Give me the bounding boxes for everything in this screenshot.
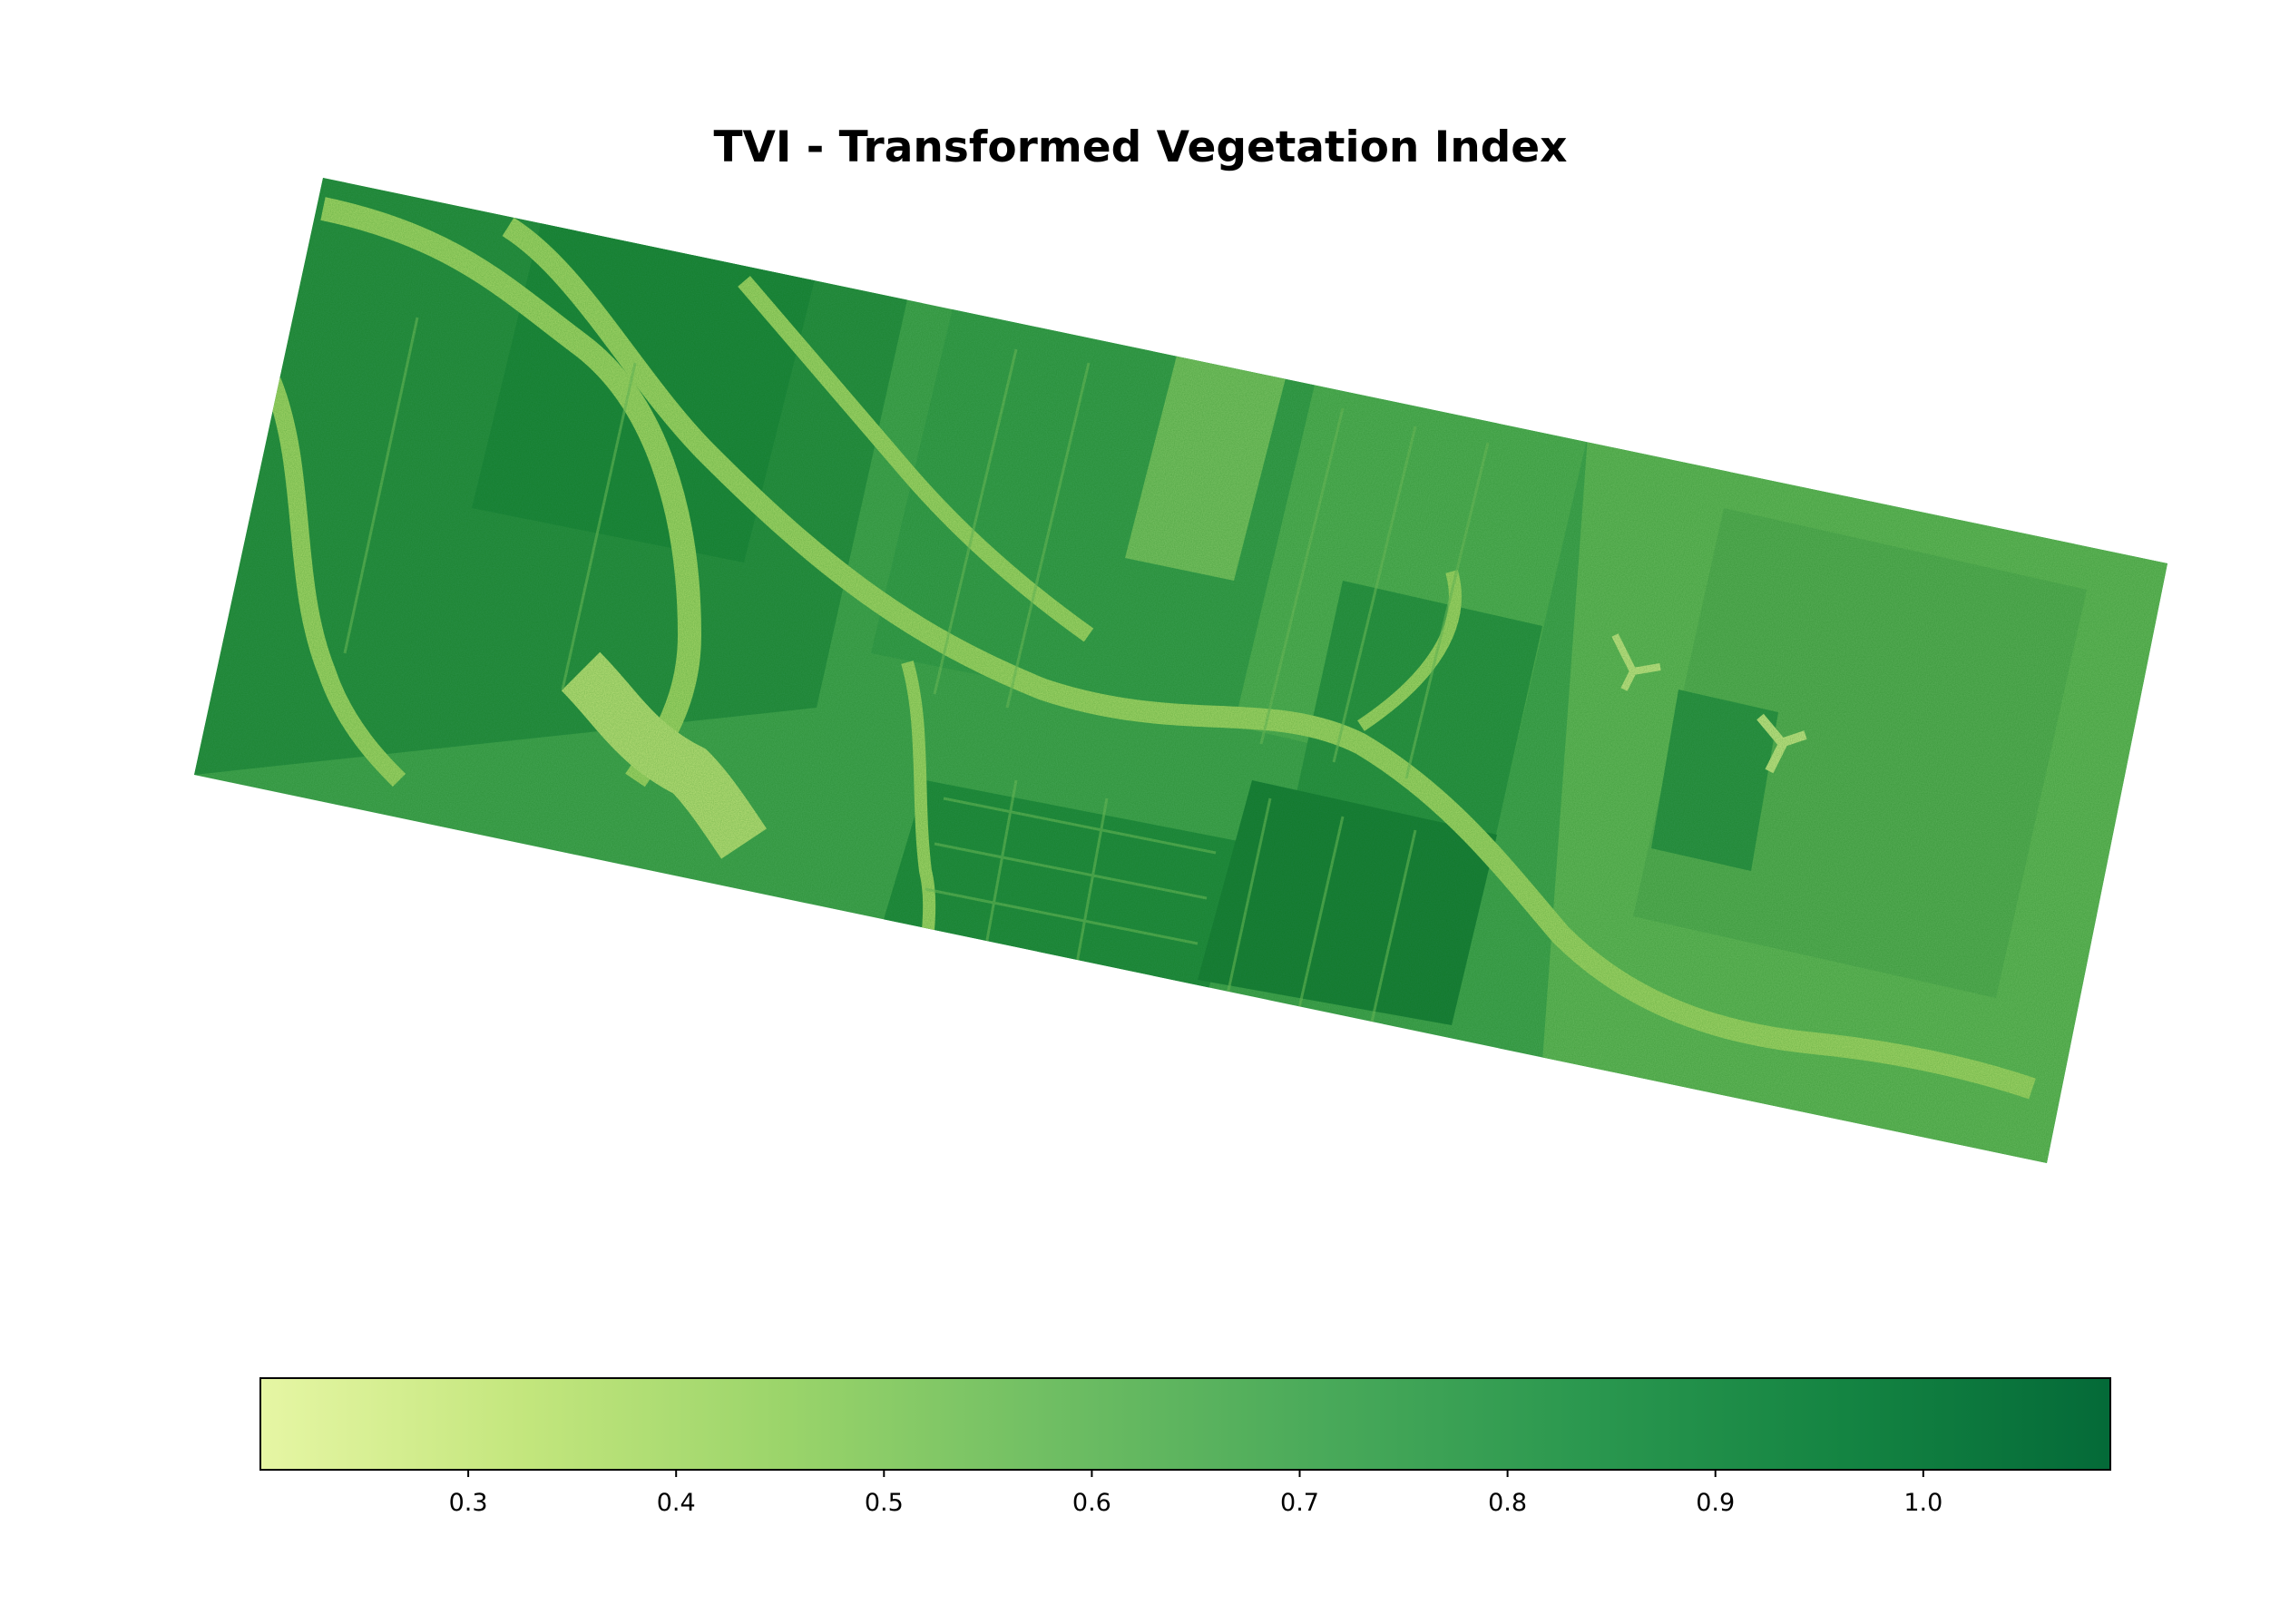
colorbar-tick-label: 0.4 — [657, 1489, 696, 1517]
colorbar-frame — [259, 1377, 2111, 1471]
tvi-raster-image — [194, 178, 2167, 1163]
colorbar-tick-label: 0.8 — [1488, 1489, 1527, 1517]
colorbar-tick-label: 0.9 — [1696, 1489, 1735, 1517]
chart-title: TVI - Transformed Vegetation Index — [713, 122, 1567, 172]
colorbar-ticks: 0.3 0.4 0.5 0.6 0.7 0.8 0.9 1.0 — [449, 1470, 1942, 1517]
colorbar-tick-label: 1.0 — [1903, 1489, 1942, 1517]
colorbar: 0.3 0.4 0.5 0.6 0.7 0.8 0.9 1.0 — [259, 1377, 2111, 1517]
colorbar-tick-label: 0.5 — [865, 1489, 904, 1517]
colorbar-tick-label: 0.6 — [1072, 1489, 1111, 1517]
colorbar-tick-label: 0.3 — [449, 1489, 488, 1517]
colorbar-gradient — [260, 1378, 2110, 1470]
colorbar-tick-label: 0.7 — [1280, 1489, 1319, 1517]
